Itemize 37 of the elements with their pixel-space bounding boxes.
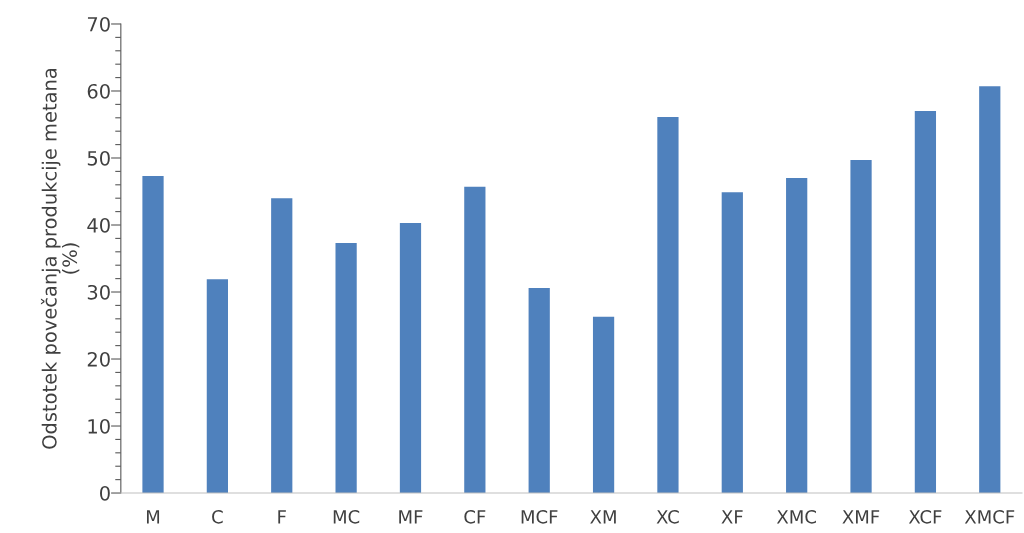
x-tick-label: XCF <box>908 510 942 524</box>
x-tick-label: CF <box>464 510 486 524</box>
y-tick-label: 50 <box>87 150 110 166</box>
x-tick-label: MCF <box>521 510 558 524</box>
bar <box>528 287 550 494</box>
y-tick-label: 70 <box>87 16 110 32</box>
x-tick-label: XM <box>590 510 616 524</box>
x-tick-label: MF <box>399 510 423 524</box>
bar <box>464 186 486 494</box>
y-tick-label: 40 <box>87 217 110 233</box>
bar <box>914 111 937 494</box>
y-tick-label: 60 <box>87 83 110 99</box>
x-tick-label: XF <box>721 510 743 524</box>
x-tick-label: XC <box>656 510 679 524</box>
x-tick-label: XMF <box>842 510 880 524</box>
x-tick-label: F <box>278 510 286 524</box>
bar <box>142 176 164 494</box>
y-tick-label: 30 <box>87 284 110 300</box>
bar <box>979 86 1001 494</box>
bar <box>721 192 743 494</box>
y-tick-label: 10 <box>88 418 110 434</box>
bar <box>592 316 615 494</box>
bar <box>657 117 679 494</box>
bar <box>850 160 872 494</box>
bar <box>335 243 357 494</box>
x-tick-label: XMC <box>776 510 816 524</box>
y-axis-title: Odstotek povečanja produkcije metana (%) <box>40 69 80 449</box>
bar <box>399 222 422 494</box>
x-tick-label: MC <box>333 510 360 524</box>
x-tick-label: C <box>212 510 223 524</box>
x-tick-label: XMCF <box>964 510 1015 524</box>
bar <box>271 198 293 494</box>
bar <box>206 279 228 494</box>
x-tick-label: M <box>147 510 160 524</box>
bar <box>786 178 808 494</box>
y-tick-label: 0 <box>100 485 110 501</box>
y-tick-label: 20 <box>87 351 110 367</box>
